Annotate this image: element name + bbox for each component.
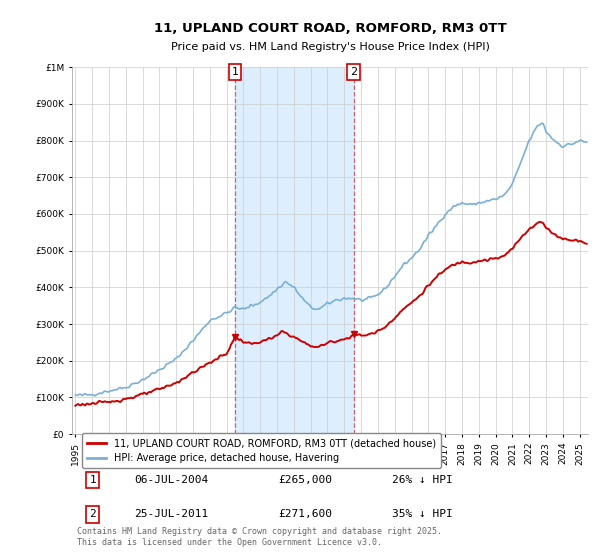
Text: 2: 2 (89, 510, 96, 520)
Bar (235, 67, 353, 434)
Text: 1: 1 (89, 475, 96, 485)
Text: £265,000: £265,000 (278, 475, 332, 485)
Text: 35% ↓ HPI: 35% ↓ HPI (392, 510, 452, 520)
Text: 26% ↓ HPI: 26% ↓ HPI (392, 475, 452, 485)
Legend: 11, UPLAND COURT ROAD, ROMFORD, RM3 0TT (detached house), HPI: Average price, de: 11, UPLAND COURT ROAD, ROMFORD, RM3 0TT … (82, 433, 441, 468)
Text: 1: 1 (232, 67, 239, 77)
Text: Price paid vs. HM Land Registry's House Price Index (HPI): Price paid vs. HM Land Registry's House … (170, 42, 490, 52)
Text: 06-JUL-2004: 06-JUL-2004 (134, 475, 208, 485)
Text: 25-JUL-2011: 25-JUL-2011 (134, 510, 208, 520)
Text: 11, UPLAND COURT ROAD, ROMFORD, RM3 0TT: 11, UPLAND COURT ROAD, ROMFORD, RM3 0TT (154, 22, 506, 35)
Text: Contains HM Land Registry data © Crown copyright and database right 2025.
This d: Contains HM Land Registry data © Crown c… (77, 527, 442, 547)
Text: 2: 2 (350, 67, 357, 77)
Text: £271,600: £271,600 (278, 510, 332, 520)
